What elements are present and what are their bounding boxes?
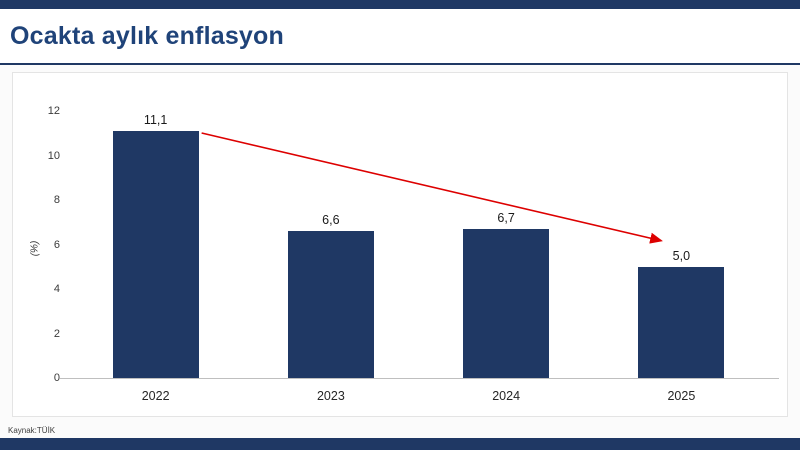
source-note: Kaynak:TÜİK (8, 426, 56, 435)
top-accent-bar (0, 0, 800, 9)
bar (287, 231, 374, 378)
x-axis-line (60, 378, 779, 379)
y-axis-tick-label: 2 (53, 327, 60, 340)
chart: (%) 0 2 4 6 8 10 12 11,1 2022 6,6 2023 6,7 2024 5,0 20… (12, 72, 788, 417)
y-axis-tick-label: 10 (47, 149, 60, 162)
x-axis-tick-label: 2024 (492, 389, 521, 403)
bar (638, 266, 725, 378)
bar-value-label: 6,7 (497, 210, 515, 225)
x-axis-tick-label: 2022 (141, 389, 170, 403)
y-axis-tick-label: 6 (53, 238, 60, 251)
bar-value-label: 11,1 (143, 113, 168, 128)
bottom-accent-bar (0, 438, 800, 450)
page-title: Ocakta aylık enflasyon (10, 22, 284, 50)
bar-value-label: 5,0 (672, 248, 691, 263)
bar-value-label: 6,6 (322, 213, 340, 228)
x-axis-tick-label: 2025 (667, 389, 696, 403)
y-axis-tick-label: 12 (47, 105, 60, 117)
y-axis-tick-label: 8 (53, 194, 60, 206)
bar (112, 131, 199, 378)
header-divider (0, 63, 800, 65)
header: Ocakta aylık enflasyon (0, 9, 800, 63)
x-axis-tick-label: 2023 (316, 389, 345, 403)
y-axis-tick-label: 0 (53, 372, 60, 384)
bar (463, 228, 550, 378)
y-axis-tick-label: 4 (53, 283, 60, 295)
plot-area: 0 2 4 6 8 10 12 11,1 2022 6,6 2023 6,7 2024 5,0 2025 (13, 73, 787, 416)
